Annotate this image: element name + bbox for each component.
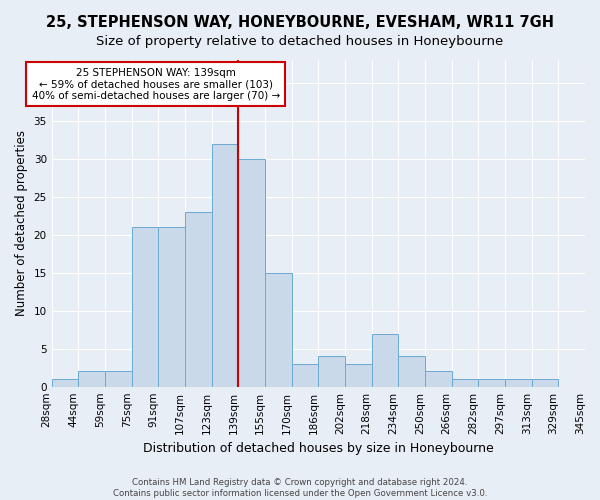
X-axis label: Distribution of detached houses by size in Honeybourne: Distribution of detached houses by size … xyxy=(143,442,494,455)
Bar xyxy=(452,379,478,386)
Bar xyxy=(398,356,425,386)
Bar xyxy=(79,372,105,386)
Bar xyxy=(238,159,265,386)
Text: 25, STEPHENSON WAY, HONEYBOURNE, EVESHAM, WR11 7GH: 25, STEPHENSON WAY, HONEYBOURNE, EVESHAM… xyxy=(46,15,554,30)
Y-axis label: Number of detached properties: Number of detached properties xyxy=(15,130,28,316)
Bar xyxy=(532,379,559,386)
Bar xyxy=(505,379,532,386)
Bar xyxy=(105,372,131,386)
Text: 25 STEPHENSON WAY: 139sqm
← 59% of detached houses are smaller (103)
40% of semi: 25 STEPHENSON WAY: 139sqm ← 59% of detac… xyxy=(32,68,280,101)
Bar xyxy=(371,334,398,386)
Bar xyxy=(212,144,238,386)
Bar xyxy=(131,227,158,386)
Bar xyxy=(265,272,292,386)
Bar xyxy=(425,372,452,386)
Bar xyxy=(345,364,371,386)
Bar xyxy=(478,379,505,386)
Bar xyxy=(158,227,185,386)
Text: Contains HM Land Registry data © Crown copyright and database right 2024.
Contai: Contains HM Land Registry data © Crown c… xyxy=(113,478,487,498)
Bar xyxy=(319,356,345,386)
Text: Size of property relative to detached houses in Honeybourne: Size of property relative to detached ho… xyxy=(97,35,503,48)
Bar xyxy=(185,212,212,386)
Bar xyxy=(292,364,319,386)
Bar xyxy=(52,379,79,386)
